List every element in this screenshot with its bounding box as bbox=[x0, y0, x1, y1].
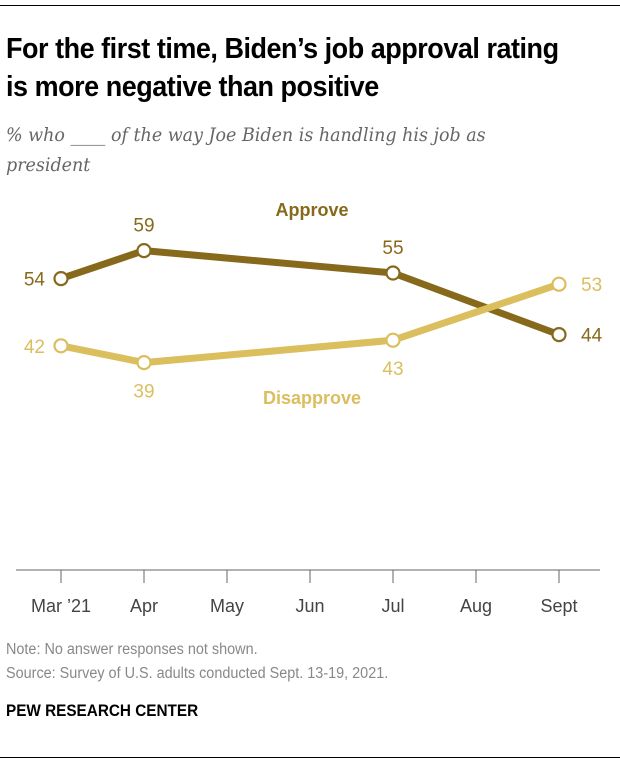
data-label: 43 bbox=[382, 359, 403, 380]
top-rule bbox=[0, 5, 620, 6]
data-label: 42 bbox=[24, 337, 45, 358]
series-label-approve: Approve bbox=[275, 200, 348, 220]
data-point bbox=[385, 265, 401, 281]
brand-logo-text: PEW RESEARCH CENTER bbox=[6, 701, 199, 720]
x-tick-label: May bbox=[210, 596, 244, 616]
data-point bbox=[53, 338, 69, 354]
series-line-disapprove bbox=[60, 280, 561, 367]
data-label: 59 bbox=[133, 216, 154, 237]
series-line-approve bbox=[59, 247, 561, 338]
data-point bbox=[551, 276, 567, 292]
data-point bbox=[551, 327, 567, 343]
chart-subtitle: % who ____ of the way Joe Biden is handl… bbox=[6, 124, 486, 176]
x-tick-label: Sept bbox=[540, 596, 577, 616]
data-point bbox=[136, 355, 152, 371]
x-tick-label: Jul bbox=[381, 596, 404, 616]
chart-title: For the first time, Biden’s job approval… bbox=[6, 33, 559, 103]
data-label: 44 bbox=[581, 326, 603, 347]
data-label: 53 bbox=[581, 275, 602, 296]
x-tick-label: Jun bbox=[295, 596, 324, 616]
series-label-disapprove: Disapprove bbox=[263, 388, 361, 408]
bottom-rule bbox=[0, 757, 620, 758]
data-point bbox=[385, 332, 401, 348]
data-point bbox=[136, 243, 152, 259]
x-tick-label: Apr bbox=[130, 596, 158, 616]
data-point bbox=[53, 271, 69, 287]
data-label: 55 bbox=[382, 238, 403, 259]
data-label: 54 bbox=[24, 270, 46, 291]
chart-note: Note: No answer responses not shown. bbox=[6, 641, 258, 658]
chart-source: Source: Survey of U.S. adults conducted … bbox=[6, 665, 389, 682]
data-label: 39 bbox=[133, 382, 154, 403]
x-tick-label: Aug bbox=[460, 596, 492, 616]
x-tick-label: Mar ’21 bbox=[31, 596, 91, 616]
